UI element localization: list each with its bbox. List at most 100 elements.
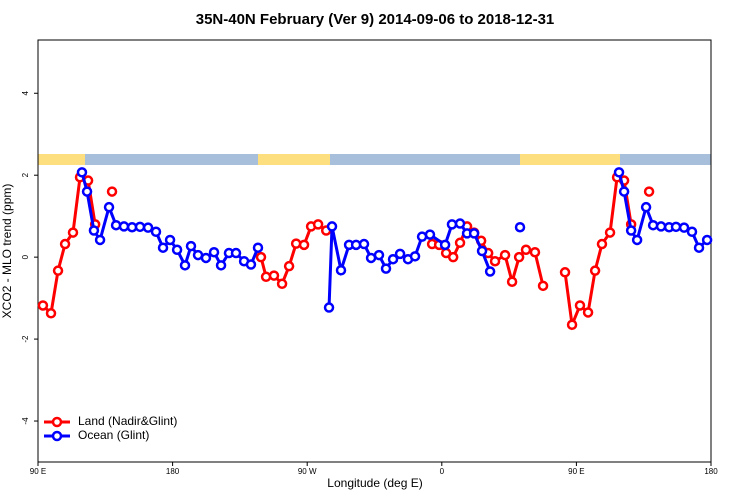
data-point [179, 260, 191, 271]
data-point [94, 234, 106, 246]
data-point [323, 302, 335, 313]
data-point [118, 221, 130, 232]
data-point [468, 228, 480, 239]
y-tick-label: -4 [21, 417, 30, 425]
data-point [255, 251, 267, 263]
data-point [447, 251, 459, 263]
x-tick-label: 90 E [30, 467, 46, 476]
data-point [446, 219, 458, 230]
data-point [476, 245, 488, 257]
data-point [454, 218, 466, 229]
data-point [76, 167, 88, 178]
data-point [335, 265, 347, 276]
data-point [268, 270, 280, 281]
legend-label: Ocean (Glint) [78, 428, 149, 442]
data-point [582, 307, 594, 318]
legend-label: Land (Nadir&Glint) [78, 414, 177, 428]
data-point [142, 222, 154, 233]
data-point [37, 300, 49, 311]
data-point [103, 201, 115, 213]
data-point [252, 242, 264, 253]
data-point [106, 186, 118, 197]
y-axis-label: XCO2 - MLO trend (ppm) [0, 184, 14, 319]
data-point [439, 239, 451, 251]
data-point [283, 260, 295, 272]
data-point [81, 186, 93, 197]
data-point [380, 263, 392, 274]
x-tick-label: 180 [704, 467, 718, 476]
data-point [678, 222, 690, 233]
legend-marker [51, 416, 63, 428]
data-point [701, 234, 713, 246]
data-point [171, 244, 183, 256]
data-point [640, 201, 652, 213]
data-point [358, 238, 370, 250]
data-point [618, 186, 630, 197]
data-point [631, 234, 643, 246]
y-tick-label: 4 [21, 90, 30, 95]
data-point [625, 225, 637, 236]
x-axis-label: Longitude (deg E) [327, 476, 422, 490]
x-tick-label: 180 [166, 467, 180, 476]
data-point [276, 278, 288, 290]
data-point [520, 244, 532, 256]
data-point [164, 234, 176, 246]
data-point [537, 280, 549, 292]
data-point [230, 247, 242, 259]
data-point [484, 266, 496, 277]
data-point [200, 252, 212, 264]
data-point [409, 251, 421, 262]
data-point [150, 226, 162, 237]
plot-frame [37, 39, 712, 463]
data-point [559, 267, 571, 278]
x-tick-label: 90 E [568, 467, 584, 476]
data-point [88, 225, 100, 236]
data-point [643, 186, 655, 197]
data-point [693, 242, 705, 253]
data-point [387, 253, 399, 265]
x-tick-label: 0 [440, 467, 445, 476]
x-tick-label: 90 W [298, 467, 317, 476]
data-point [670, 221, 682, 233]
data-point [260, 271, 272, 283]
data-point [489, 255, 501, 267]
data-point [566, 319, 578, 330]
data-point [513, 251, 525, 263]
data-point [589, 265, 601, 276]
data-point [574, 300, 586, 311]
data-point [134, 221, 146, 233]
data-point [312, 219, 324, 230]
data-point [67, 227, 79, 238]
data-point [394, 248, 406, 260]
data-point [506, 276, 518, 287]
data-point [45, 308, 57, 319]
data-point [604, 227, 616, 238]
data-point [215, 260, 227, 271]
data-point [110, 219, 122, 231]
data-point [655, 221, 667, 232]
land-ocean-strip [38, 154, 711, 165]
data-point [514, 221, 526, 233]
data-point [596, 238, 608, 250]
data-point [185, 240, 197, 252]
series-line [563, 175, 633, 331]
data-point [613, 167, 625, 178]
data-point [326, 221, 338, 232]
data-point [52, 265, 64, 276]
y-tick-label: -2 [21, 335, 30, 343]
y-tick-label: 0 [21, 254, 30, 259]
data-point [686, 226, 698, 237]
data-point [424, 229, 436, 240]
data-point [245, 259, 257, 270]
chart-title: 35N-40N February (Ver 9) 2014-09-06 to 2… [196, 11, 555, 28]
data-point [647, 219, 659, 231]
data-point [59, 238, 71, 250]
data-point [208, 246, 220, 258]
y-tick-label: 2 [21, 172, 30, 177]
data-point [454, 237, 466, 249]
data-point [290, 238, 302, 249]
data-point [157, 242, 169, 253]
legend-marker [51, 430, 63, 442]
data-point [499, 249, 511, 261]
